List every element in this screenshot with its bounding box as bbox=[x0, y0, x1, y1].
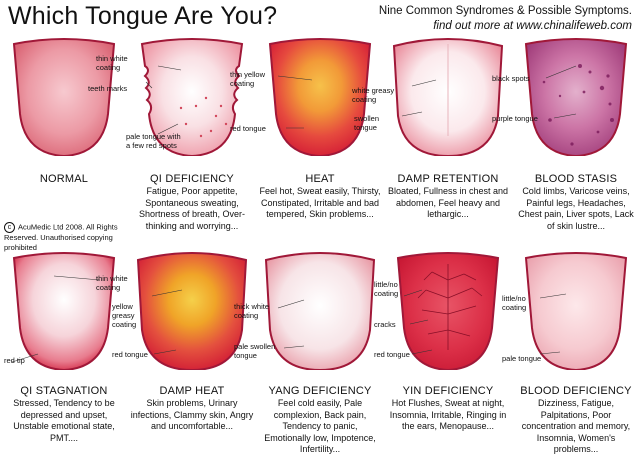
tongue-annotation: red tongue bbox=[230, 124, 266, 133]
tongue-name: QI DEFICIENCY bbox=[150, 173, 234, 185]
tongue-name: DAMP RETENTION bbox=[397, 173, 499, 185]
tongue-annotation: red tongue bbox=[374, 350, 410, 359]
tongue-annotation: pale swollen tongue bbox=[234, 342, 276, 360]
tongue-damp-heat-image bbox=[136, 252, 248, 370]
copyright-icon: c bbox=[4, 222, 15, 233]
tongue-damp-retention-image bbox=[392, 38, 504, 156]
tongue-description: Dizziness, Fatigue, Palpitations, Poor c… bbox=[521, 398, 631, 454]
tongue-description: Stressed, Tendency to be depressed and u… bbox=[13, 398, 115, 443]
tongue-annotation: thin white coating bbox=[96, 54, 128, 72]
tongue-name: YANG DEFICIENCY bbox=[268, 385, 372, 397]
tongue-name: BLOOD STASIS bbox=[534, 173, 618, 185]
tongue-annotation: little/no coating bbox=[502, 294, 527, 312]
copyright-notice: c AcuMedic Ltd 2008. All Rights Reserved.… bbox=[4, 222, 134, 252]
tongue-annotation: thin yellow coating bbox=[230, 70, 266, 88]
page-title: Which Tongue Are You? bbox=[8, 2, 278, 30]
tongue-annotation: little/no coating bbox=[374, 280, 399, 298]
tongue-description: Skin problems, Urinary infections, Clamm… bbox=[130, 398, 254, 431]
tongue-annotation: purple tongue bbox=[492, 114, 538, 123]
tongue-normal-image bbox=[12, 38, 116, 156]
page-subtitle: Nine Common Syndromes & Possible Symptom… bbox=[379, 4, 632, 34]
tongue-card-damp-heat: yellow greasy coating red tongue DAMP HE… bbox=[112, 250, 256, 468]
tongue-annotation: pale tongue with a few red spots bbox=[126, 132, 181, 150]
tongue-card-damp-retention: white greasy coating swollen tongue DAMP… bbox=[352, 36, 512, 251]
tongue-annotation: thick white coating bbox=[234, 302, 270, 320]
tongue-description: Feel cold easily, Pale complexion, Back … bbox=[264, 398, 376, 454]
tongue-annotation: red tongue bbox=[112, 350, 148, 359]
tongue-description: Fatigue, Poor appetite, Spontaneous swea… bbox=[138, 186, 246, 231]
tongue-card-qi-deficiency: thin white coating teeth marks pale tong… bbox=[88, 36, 256, 251]
tongue-card-yin-deficiency: little/no coating cracks red tongue YIN … bbox=[374, 250, 512, 468]
tongue-description: Bloated, Fullness in chest and abdomen, … bbox=[387, 186, 509, 219]
tongue-description: Hot Flushes, Sweat at night, Insomnia, I… bbox=[389, 398, 507, 431]
tongue-blood-stasis-image bbox=[524, 38, 628, 156]
tongue-yang-deficiency-image bbox=[264, 252, 376, 370]
tongue-annotation: red tip bbox=[4, 356, 25, 365]
tongue-card-heat: thin yellow coating red tongue HEAT Feel… bbox=[230, 36, 384, 251]
tongue-annotation: thin white coating bbox=[96, 274, 128, 292]
tongue-description: Cold limbs, Varicose veins, Painful legs… bbox=[518, 186, 634, 231]
tongue-card-blood-stasis: black spots purple tongue BLOOD STASIS C… bbox=[492, 36, 640, 251]
tongue-description: Feel hot, Sweat easily, Thirsty, Constip… bbox=[259, 186, 381, 219]
tongue-card-blood-deficiency: little/no coating pale tongue BLOOD DEFI… bbox=[502, 250, 640, 468]
tongue-annotation: yellow greasy coating bbox=[112, 302, 137, 329]
tongue-annotation: white greasy coating bbox=[352, 86, 395, 104]
tongue-blood-deficiency-image bbox=[524, 252, 628, 370]
tongue-annotation: teeth marks bbox=[88, 84, 128, 93]
tongue-name: YIN DEFICIENCY bbox=[402, 385, 494, 397]
subtitle-line-1: Nine Common Syndromes & Possible Symptom… bbox=[378, 5, 632, 17]
tongue-annotation: black spots bbox=[492, 74, 530, 83]
tongue-name: DAMP HEAT bbox=[159, 385, 225, 397]
tongue-name: HEAT bbox=[305, 173, 335, 185]
tongue-qi-deficiency-image bbox=[140, 38, 244, 156]
tongue-annotation: cracks bbox=[374, 320, 396, 329]
subtitle-line-2: find out more at www.chinalifeweb.com bbox=[433, 20, 632, 32]
copyright-text: AcuMedic Ltd 2008. All Rights Reserved. … bbox=[4, 222, 118, 252]
tongue-heat-image bbox=[268, 38, 372, 156]
tongue-name: BLOOD DEFICIENCY bbox=[520, 385, 632, 397]
tongue-annotation: swollen tongue bbox=[354, 114, 380, 132]
tongue-card-qi-stagnation: thin white coating red tip QI STAGNATION… bbox=[0, 250, 128, 468]
tongue-name: QI STAGNATION bbox=[20, 385, 108, 397]
tongue-card-yang-deficiency: thick white coating pale swollen tongue … bbox=[234, 250, 384, 468]
tongue-card-normal: NORMAL bbox=[0, 36, 128, 251]
tongue-name: NORMAL bbox=[39, 173, 89, 185]
tongue-yin-deficiency-image bbox=[396, 252, 500, 370]
tongue-qi-stagnation-image bbox=[11, 252, 116, 370]
tongue-annotation: pale tongue bbox=[502, 354, 542, 363]
